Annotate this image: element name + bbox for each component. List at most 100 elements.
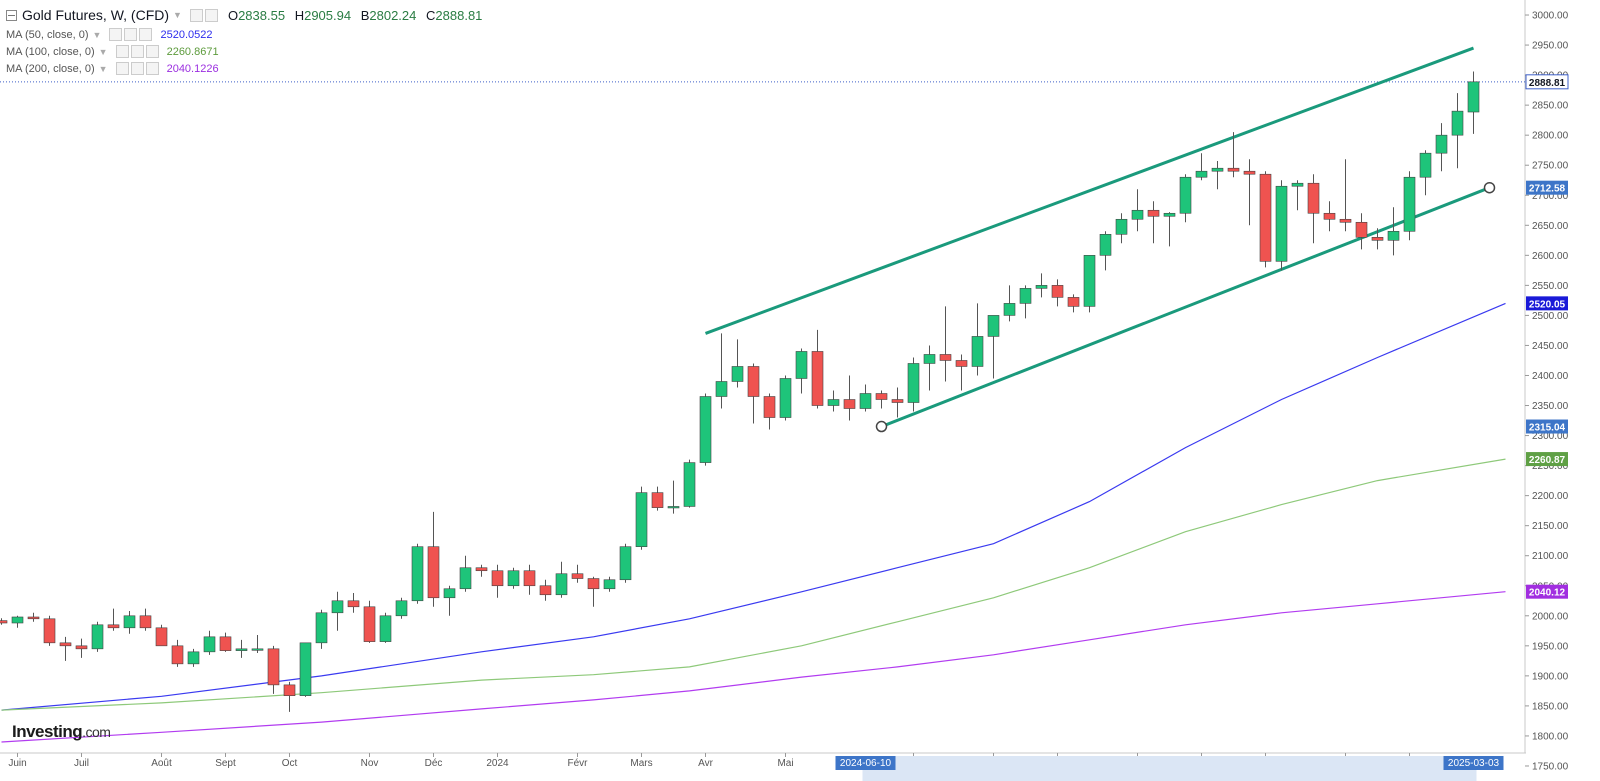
price-tag-bg — [1526, 584, 1568, 599]
candle-up — [443, 588, 456, 599]
price-tag-bg — [1526, 452, 1568, 467]
y-tick-label: 2000.00 — [1532, 611, 1569, 622]
x-tick-label: 2024 — [486, 758, 509, 769]
price-tag-bg — [1526, 419, 1568, 434]
candle-down — [939, 354, 952, 361]
candle-down — [219, 636, 232, 651]
low-value: 2802.24 — [369, 7, 417, 23]
candle-up — [795, 351, 808, 379]
price-axis — [1526, 0, 1600, 781]
channel-anchor-handle — [875, 420, 888, 433]
candle-up — [1163, 212, 1176, 217]
eye-icon[interactable] — [115, 45, 129, 58]
candle-up — [251, 648, 264, 651]
price-tag-label: 2712.58 — [1529, 184, 1566, 195]
chevron-down-icon[interactable]: ▼ — [92, 29, 102, 40]
candle-up — [1291, 182, 1304, 187]
eye-icon[interactable] — [115, 62, 129, 75]
candle-down — [75, 645, 88, 650]
legend-symbol-row: Gold Futures, W, (CFD) ▼ O2838.55 H2905.… — [6, 4, 488, 26]
candle-down — [0, 620, 8, 624]
y-tick-label: 2850.00 — [1532, 101, 1569, 112]
channel-anchor-handle — [1483, 181, 1496, 194]
candle-down — [1067, 297, 1080, 307]
candle-up — [555, 573, 568, 596]
settings-icon[interactable] — [124, 28, 138, 41]
candle-down — [491, 570, 504, 587]
y-tick-label: 2550.00 — [1532, 281, 1569, 292]
candle-up — [667, 506, 680, 509]
y-tick-label: 1800.00 — [1532, 731, 1569, 742]
candle-up — [123, 615, 136, 629]
candle-up — [1019, 288, 1032, 304]
candle-up — [715, 381, 728, 397]
price-tag-label: 2315.04 — [1529, 423, 1566, 434]
close-value: 2888.81 — [435, 7, 483, 23]
chart-legend: Gold Futures, W, (CFD) ▼ O2838.55 H2905.… — [6, 4, 488, 77]
candle-down — [1243, 170, 1256, 175]
eye-icon[interactable] — [109, 28, 123, 41]
candle-down — [347, 600, 360, 608]
candle-up — [1035, 285, 1048, 289]
chevron-down-icon[interactable]: ▼ — [173, 10, 182, 20]
candle-up — [203, 636, 216, 653]
candle-up — [907, 363, 920, 403]
candle-up — [859, 393, 872, 409]
close-icon[interactable] — [145, 45, 159, 58]
candle-up — [187, 651, 200, 665]
logo-brand: Investing — [12, 722, 83, 741]
x-tick-label: Sept — [215, 758, 236, 769]
candle-up — [619, 546, 632, 581]
candle-down — [1323, 212, 1336, 220]
eye-icon[interactable] — [189, 8, 203, 22]
x-tick-label: Août — [151, 758, 172, 769]
settings-icon[interactable] — [130, 62, 144, 75]
candle-up — [731, 366, 744, 382]
close-icon[interactable] — [145, 62, 159, 75]
price-tag-bg — [1526, 296, 1568, 311]
chevron-down-icon[interactable]: ▼ — [98, 63, 108, 74]
y-tick-label: 2350.00 — [1532, 401, 1569, 412]
candle-down — [1259, 173, 1272, 262]
price-tag-bg — [1525, 74, 1569, 90]
candle-down — [59, 642, 72, 647]
candle-up — [1435, 134, 1448, 154]
y-tick-label: 2200.00 — [1532, 491, 1569, 502]
candle-down — [763, 396, 776, 418]
low-label: B — [360, 7, 370, 23]
candle-up — [779, 378, 792, 418]
ma200-line — [1, 591, 1506, 743]
candle-up — [1419, 152, 1432, 178]
y-tick-label: 2750.00 — [1532, 161, 1569, 172]
candle-up — [1115, 218, 1128, 235]
candle-up — [395, 600, 408, 617]
y-tick-label: 1850.00 — [1532, 701, 1569, 712]
candle-up — [1099, 234, 1112, 256]
high-value: 2905.94 — [304, 7, 352, 23]
settings-icon[interactable] — [204, 8, 218, 22]
candle-up — [987, 315, 1000, 337]
y-tick-label: 2150.00 — [1532, 521, 1569, 532]
date-tag-label: 2024-06-10 — [840, 758, 892, 769]
ma100-line — [1, 458, 1506, 711]
candle-up — [1387, 230, 1400, 241]
collapse-icon[interactable] — [6, 9, 17, 21]
y-tick-label: 1750.00 — [1532, 761, 1569, 772]
candle-down — [523, 570, 536, 587]
x-tick-label: Juil — [74, 758, 89, 769]
channel-upper-line — [704, 46, 1475, 335]
candle-up — [1083, 255, 1096, 307]
close-icon[interactable] — [139, 28, 153, 41]
ma100-label: MA (100, close, 0) — [6, 45, 95, 58]
ma200-label: MA (200, close, 0) — [6, 62, 95, 75]
y-tick-label: 2300.00 — [1532, 431, 1569, 442]
candle-down — [651, 492, 664, 508]
chevron-down-icon[interactable]: ▼ — [98, 46, 108, 57]
candle-up — [11, 616, 24, 624]
open-label: O — [227, 7, 239, 23]
y-tick-label: 2700.00 — [1532, 191, 1569, 202]
candle-up — [235, 648, 248, 651]
settings-icon[interactable] — [130, 45, 144, 58]
candle-down — [587, 578, 600, 590]
